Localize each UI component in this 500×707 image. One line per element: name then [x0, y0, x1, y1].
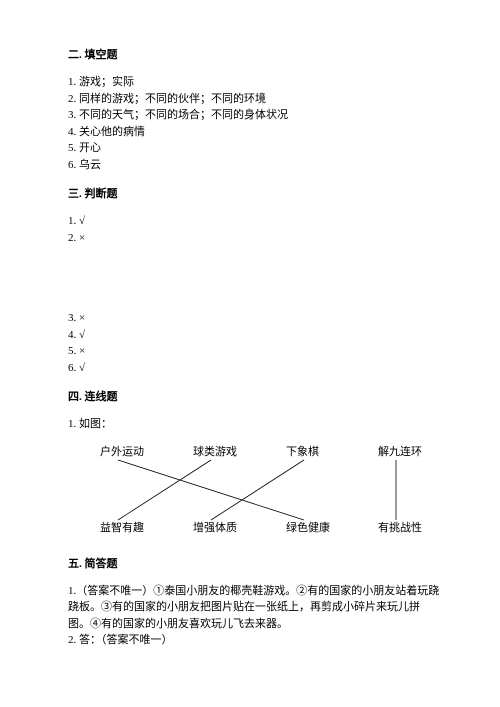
judge-items-group2: 3. × 4. √ 5. × 6. √: [68, 310, 440, 376]
match-bottom-label: 益智有趣: [100, 520, 144, 534]
match-bottom-label: 增强体质: [193, 520, 237, 534]
match-top-label: 解九连环: [378, 444, 422, 458]
vertical-gap: [68, 258, 440, 310]
fill-item-5: 5. 开心: [68, 140, 440, 157]
judge-item-1: 1. √: [68, 213, 440, 230]
fill-item-2: 2. 同样的游戏；不同的伙伴；不同的环境: [68, 91, 440, 108]
section-heading-short: 五. 简答题: [68, 555, 440, 571]
judge-item-6: 6. √: [68, 360, 440, 377]
judge-item-4: 4. √: [68, 327, 440, 344]
match-top-label: 户外运动: [100, 444, 144, 458]
short-item-1: 1.（答案不唯一）①泰国小朋友的椰壳鞋游戏。②有的国家的小朋友站着玩跷跷板。③有…: [68, 583, 440, 633]
short-item-2: 2. 答：（答案不唯一）: [68, 632, 440, 649]
match-top-label: 下象棋: [286, 444, 319, 458]
matching-svg: 户外运动 球类游戏 下象棋 解九连环益智有趣 增强体质 绿色健康 有挑战性: [68, 441, 433, 541]
match-bottom-label: 有挑战性: [378, 520, 422, 534]
judge-item-3: 3. ×: [68, 310, 440, 327]
fill-item-3: 3. 不同的天气；不同的场合；不同的身体状况: [68, 107, 440, 124]
match-line: [211, 460, 304, 520]
section-heading-judge: 三. 判断题: [68, 185, 440, 201]
judge-item-5: 5. ×: [68, 343, 440, 360]
fill-items: 1. 游戏；实际 2. 同样的游戏；不同的伙伴；不同的环境 3. 不同的天气；不…: [68, 74, 440, 173]
match-top-label: 球类游戏: [193, 444, 237, 458]
judge-item-2: 2. ×: [68, 230, 440, 247]
matching-diagram: 户外运动 球类游戏 下象棋 解九连环益智有趣 增强体质 绿色健康 有挑战性: [68, 441, 440, 541]
fill-item-6: 6. 乌云: [68, 157, 440, 174]
match-intro: 1. 如图：: [68, 416, 440, 433]
section-heading-match: 四. 连线题: [68, 388, 440, 404]
judge-items-group1: 1. √ 2. ×: [68, 213, 440, 246]
fill-item-4: 4. 关心他的病情: [68, 124, 440, 141]
match-bottom-label: 绿色健康: [286, 520, 330, 534]
fill-item-1: 1. 游戏；实际: [68, 74, 440, 91]
match-line: [118, 460, 211, 520]
section-heading-fill: 二. 填空题: [68, 46, 440, 62]
match-line: [118, 460, 304, 520]
